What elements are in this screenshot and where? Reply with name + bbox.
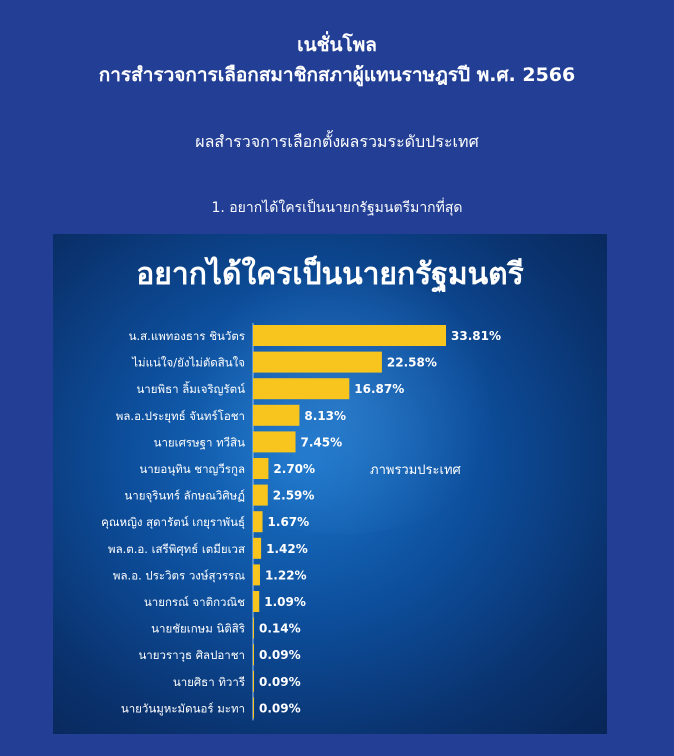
category-label: พล.ต.อ. เสรีพิศุทธ์ เตมียเวส: [108, 542, 245, 556]
category-label: นายวันมูหะมัดนอร์ มะทา: [121, 701, 245, 715]
category-label: พล.อ.ประยุทธ์ จันทร์โอชา: [116, 409, 245, 423]
category-label: ไม่แน่ใจ/ยังไม่ตัดสินใจ: [131, 356, 245, 370]
data-label: 1.09%: [264, 595, 306, 609]
data-label: 1.42%: [266, 542, 308, 556]
bar: [253, 378, 350, 400]
header-subtitle: การสำรวจการเลือกสมาชิกสภาผู้แทนราษฎรปี พ…: [98, 64, 576, 86]
data-label: 2.59%: [273, 489, 315, 503]
data-label: 8.13%: [304, 409, 346, 423]
bar: [253, 351, 382, 373]
data-label: 0.09%: [259, 701, 301, 715]
section-heading: ผลสำรวจการเลือกตั้งผลรวมระดับประเทศ: [195, 132, 479, 151]
question-text: 1. อยากได้ใครเป็นนายกรัฐมนตรีมากที่สุด: [211, 200, 463, 216]
data-label: 1.67%: [268, 515, 310, 529]
category-label: นายพิธา ลิ้มเจริญรัตน์: [136, 381, 245, 396]
bar: [253, 537, 262, 559]
chart-annotation: ภาพรวมประเทศ: [370, 463, 462, 478]
category-label: นายกรณ์ จาติกวณิช: [144, 595, 245, 609]
bar: [253, 697, 254, 719]
data-label: 33.81%: [451, 329, 501, 343]
panel-glow: [173, 274, 513, 534]
category-label: คุณหญิง สุดารัตน์ เกยุราพันธุ์: [101, 515, 245, 529]
category-label: นายจุรินทร์ ลักษณวิศิษฏ์: [124, 489, 245, 503]
bar-chart: ภาพรวมประเทศ น.ส.แพทองธาร ชินวัตร 33.81% ไ…: [101, 323, 501, 721]
category-label: น.ส.แพทองธาร ชินวัตร: [129, 329, 245, 343]
data-label: 0.09%: [259, 675, 301, 689]
category-label: นายวราวุธ ศิลปอาชา: [138, 648, 245, 662]
bar: [253, 431, 296, 453]
bar: [253, 404, 300, 426]
category-label: พล.อ. ประวิตร วงษ์สุวรรณ: [113, 568, 245, 582]
bar: [253, 484, 268, 506]
category-label: นายอนุทิน ชาญวีรกูล: [139, 462, 245, 476]
bar: [253, 511, 263, 533]
bar: [253, 564, 260, 586]
bar: [253, 617, 254, 639]
category-label: นายเศรษฐา ทวีสิน: [154, 435, 246, 449]
data-label: 0.09%: [259, 648, 301, 662]
bar: [253, 591, 260, 612]
chart-panel: อยากได้ใครเป็นนายกรัฐมนตรี ภาพรวมประเทศ …: [53, 234, 607, 734]
bar: [253, 644, 254, 666]
data-label: 22.58%: [387, 356, 437, 370]
bar: [253, 458, 269, 479]
category-label: นายศิธา ทิวารี: [173, 675, 245, 689]
data-label: 2.70%: [273, 462, 315, 476]
header-title: เนชั่นโพล: [297, 34, 377, 56]
category-label: นายชัยเกษม นิติสิริ: [151, 622, 245, 636]
bar: [253, 325, 446, 346]
data-label: 1.22%: [265, 568, 307, 582]
data-label: 16.87%: [354, 382, 404, 396]
chart-title: อยากได้ใครเป็นนายกรัฐมนตรี: [136, 257, 524, 292]
bar: [253, 670, 254, 692]
data-label: 0.14%: [259, 622, 301, 636]
data-label: 7.45%: [301, 435, 343, 449]
